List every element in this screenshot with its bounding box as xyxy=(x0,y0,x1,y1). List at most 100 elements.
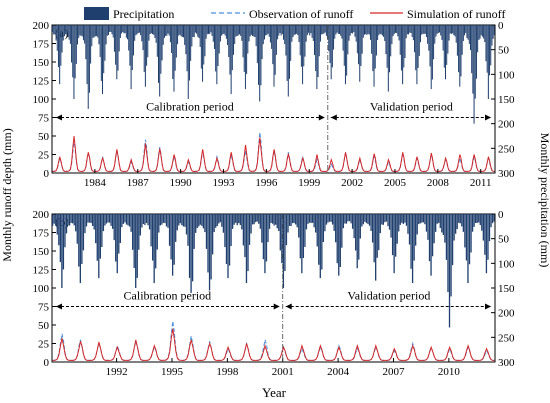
precipitation-bar xyxy=(328,25,330,52)
precipitation-bar xyxy=(102,25,104,95)
precipitation-bar xyxy=(465,25,467,34)
precipitation-bar xyxy=(466,25,468,39)
precipitation-bar xyxy=(455,214,457,234)
precipitation-bar xyxy=(141,25,143,42)
precipitation-bar xyxy=(176,214,178,231)
precipitation-bar xyxy=(428,214,431,262)
precipitation-bar xyxy=(413,214,415,261)
precipitation-bar xyxy=(125,25,127,38)
precipitation-bar xyxy=(84,214,86,234)
precipitation-bar xyxy=(331,25,333,68)
validation-arrowhead-left xyxy=(330,114,337,121)
precipitation-bar xyxy=(447,25,449,54)
precipitation-bar xyxy=(80,25,82,36)
precipitation-bar xyxy=(204,25,206,57)
precipitation-bar xyxy=(390,214,392,238)
precipitation-bar xyxy=(231,214,234,229)
precipitation-bar xyxy=(477,25,479,53)
precipitation-bar xyxy=(304,25,306,57)
precipitation-bar xyxy=(56,214,58,235)
x-tick-label: 1999 xyxy=(298,177,321,189)
precipitation-bar xyxy=(355,214,357,251)
precipitation-bar xyxy=(406,25,408,35)
precipitation-bar xyxy=(467,25,469,40)
precipitation-bar xyxy=(272,25,274,65)
precipitation-bar xyxy=(246,25,248,74)
precipitation-bar xyxy=(316,214,318,247)
precipitation-bar xyxy=(267,214,269,243)
precipitation-bar xyxy=(370,214,372,231)
precipitation-bar xyxy=(333,214,335,231)
precipitation-bar xyxy=(469,25,472,51)
precipitation-bar xyxy=(299,25,301,56)
precipitation-bar xyxy=(155,25,157,43)
precipitation-bar xyxy=(238,214,240,224)
precipitation-bar xyxy=(75,214,77,232)
precipitation-bar xyxy=(329,25,331,63)
precipitation-bar xyxy=(485,214,488,274)
precipitation-bar xyxy=(409,25,411,33)
precipitation-bar xyxy=(250,25,252,35)
precipitation-bar xyxy=(311,25,313,38)
precipitation-bar xyxy=(376,214,378,258)
precipitation-bar xyxy=(418,214,420,225)
precipitation-bar xyxy=(67,25,69,38)
precipitation-bar xyxy=(414,25,416,53)
calibration-arrowhead-right xyxy=(318,114,325,121)
precipitation-bar xyxy=(442,214,445,235)
precipitation-bar xyxy=(349,25,351,36)
precipitation-bar xyxy=(484,214,486,255)
precipitation-bar xyxy=(99,214,101,259)
precipitation-bar xyxy=(191,214,194,282)
precipitation-bar xyxy=(200,25,202,69)
precipitation-bar xyxy=(167,25,169,34)
precipitation-bar xyxy=(396,25,398,34)
precipitation-bar xyxy=(127,214,129,226)
precipitation-bar xyxy=(196,214,198,229)
right-tick-label: 150 xyxy=(498,94,515,106)
precipitation-bar xyxy=(210,214,212,280)
precipitation-bar xyxy=(384,25,386,42)
precipitation-bar xyxy=(161,214,163,225)
precipitation-bar xyxy=(116,25,118,80)
precipitation-bar xyxy=(324,25,326,33)
precipitation-bar xyxy=(338,25,341,34)
precipitation-bar xyxy=(119,214,121,244)
precipitation-bar xyxy=(118,25,120,52)
precipitation-bar xyxy=(219,25,221,42)
right-tick-label: 100 xyxy=(498,258,515,270)
precipitation-bar xyxy=(279,25,281,34)
precipitation-bar xyxy=(197,25,199,37)
precipitation-bar xyxy=(211,214,214,255)
precipitation-bar xyxy=(433,25,435,60)
precipitation-bar xyxy=(433,214,435,244)
precipitation-bar xyxy=(358,214,360,260)
precipitation-bar xyxy=(405,25,407,39)
precipitation-bar xyxy=(361,25,363,54)
precipitation-bar xyxy=(159,25,161,97)
precipitation-bar xyxy=(478,214,480,223)
precipitation-bar xyxy=(385,214,388,222)
precipitation-bar xyxy=(453,214,455,241)
precipitation-bar xyxy=(221,25,223,36)
x-tick-label: 1987 xyxy=(127,177,150,189)
calibration-period-label: Calibration period xyxy=(124,289,212,303)
precipitation-bar xyxy=(335,25,337,35)
precipitation-bar xyxy=(490,25,492,66)
precipitation-bar xyxy=(224,214,226,248)
precipitation-bar xyxy=(282,214,285,288)
precipitation-bar xyxy=(439,25,441,33)
precipitation-bar xyxy=(211,25,213,36)
precipitation-bar xyxy=(317,25,319,78)
precipitation-bar xyxy=(305,25,307,42)
precipitation-bar xyxy=(204,214,206,233)
precipitation-bar xyxy=(451,214,454,266)
precipitation-bar xyxy=(202,214,205,229)
precipitation-bar xyxy=(458,214,460,223)
precipitation-bar xyxy=(253,214,255,225)
precipitation-bar xyxy=(330,25,332,80)
precipitation-bar xyxy=(347,25,349,55)
precipitation-bar xyxy=(319,214,321,279)
precipitation-bar xyxy=(449,25,451,34)
precipitation-bar xyxy=(56,25,58,51)
